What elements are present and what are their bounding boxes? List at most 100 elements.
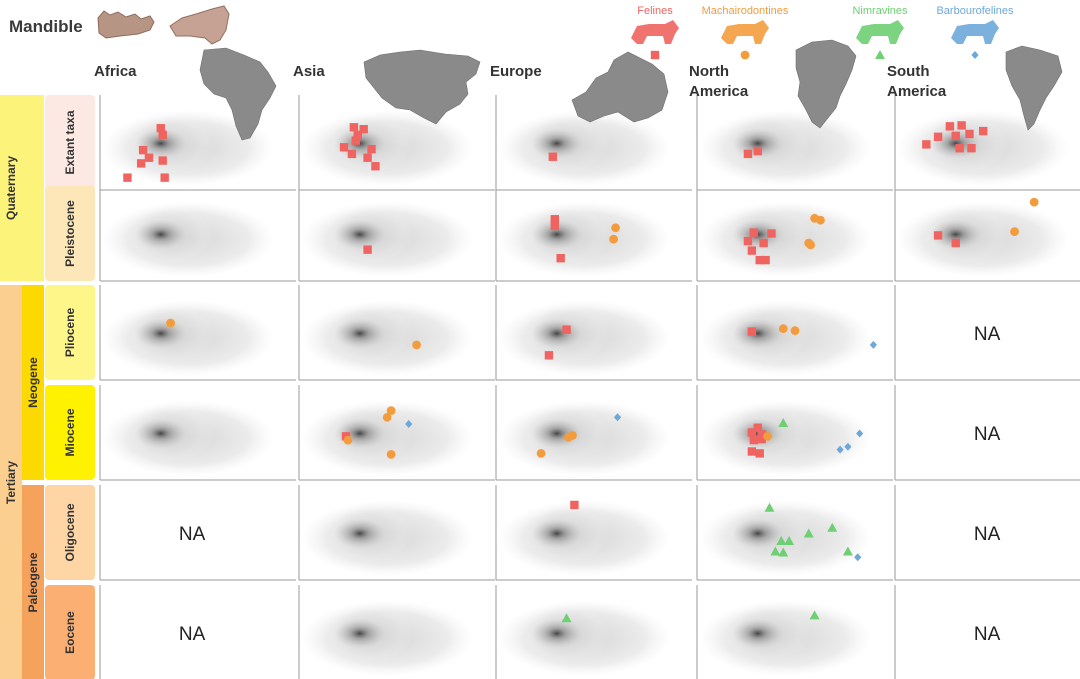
point-felines: [955, 144, 964, 153]
point-felines: [979, 126, 988, 136]
point-felines: [747, 447, 757, 456]
panel-pleistocene-north-america: [696, 186, 893, 282]
period-label-quaternary: Quaternary: [4, 156, 18, 220]
density-cloud: [698, 110, 872, 187]
point-nimravines: [809, 610, 820, 620]
point-felines: [757, 430, 766, 439]
panel-miocene-asia: [298, 385, 495, 481]
density-cloud: [698, 600, 872, 677]
point-barbourofelines: [856, 429, 864, 438]
point-felines: [371, 162, 380, 171]
density-cloud: [698, 300, 872, 377]
panel-pliocene-europe: [495, 285, 692, 381]
point-nimravines: [842, 546, 853, 556]
point-felines: [550, 215, 559, 224]
panel-pleistocene-asia: [298, 186, 495, 282]
panel-pleistocene-africa: [99, 186, 296, 282]
point-felines: [767, 229, 776, 238]
point-nimravines: [778, 418, 789, 427]
point-machairodontines: [412, 340, 421, 350]
point-felines: [757, 434, 766, 444]
density-cloud: [300, 201, 474, 278]
panel-pliocene-asia: [298, 285, 495, 381]
point-nimravines: [778, 547, 789, 557]
sabertooth-silhouette-icon: [721, 20, 769, 44]
point-nimravines: [776, 536, 787, 546]
point-felines: [138, 145, 148, 155]
point-felines: [351, 136, 361, 145]
point-felines: [556, 254, 565, 263]
legend-entry-barbourofelines: Barbourofelines: [936, 5, 1014, 59]
density-cloud: [101, 300, 275, 377]
point-felines: [945, 122, 955, 131]
density-cloud: [300, 600, 474, 677]
period-label-tertiary: Tertiary: [4, 461, 18, 504]
point-machairodontines: [386, 449, 396, 459]
point-felines: [747, 246, 757, 255]
point-felines: [359, 125, 368, 134]
period-bar-quaternary: [0, 95, 22, 281]
age-label-eocene: Eocene: [63, 611, 77, 654]
asia-map-icon: [363, 49, 481, 125]
density-cloud: [497, 600, 671, 677]
panel-extant-taxa-south-america: [894, 95, 1080, 191]
panel-extant-taxa-north-america: [696, 95, 893, 191]
point-machairodontines: [790, 326, 800, 335]
point-machairodontines: [1029, 197, 1039, 207]
point-felines: [136, 159, 146, 168]
panel-na-label: NA: [179, 624, 206, 645]
region-label-north-america: North America: [689, 63, 749, 100]
legend-marker-felines: [650, 50, 660, 60]
density-cloud: [101, 400, 275, 477]
point-nimravines: [764, 502, 775, 512]
point-felines: [922, 140, 931, 149]
panel-oligocene-africa: NA: [99, 485, 296, 581]
legend-label-felines: Felines: [637, 5, 673, 17]
age-label-pleistocene: Pleistocene: [63, 200, 77, 267]
panel-na-label: NA: [179, 524, 206, 545]
panel-na-label: NA: [974, 424, 1001, 445]
density-cloud: [896, 201, 1070, 278]
panel-miocene-africa: [99, 385, 296, 481]
africa-map-icon: [199, 47, 277, 141]
region-label-asia: Asia: [293, 63, 325, 80]
south-america-map-icon: [1005, 45, 1063, 131]
point-machairodontines: [536, 449, 546, 458]
legend-label-machairodontines: Machairodontines: [702, 5, 789, 17]
panel-eocene-europe: [495, 585, 671, 679]
density-cloud: [497, 400, 671, 477]
point-felines: [160, 173, 169, 182]
point-felines: [753, 146, 762, 156]
epoch-bar-paleogene: [22, 485, 44, 679]
point-felines: [755, 449, 764, 458]
legend-label-nimravines: Nimravines: [852, 5, 908, 17]
quaternary-bar-extension: [22, 95, 44, 281]
point-nimravines: [561, 613, 572, 623]
panel-eocene-africa: NA: [99, 585, 206, 679]
period-bar-tertiary: [0, 285, 22, 679]
panel-na-label: NA: [974, 524, 1001, 545]
region-label-europe: Europe: [490, 63, 542, 80]
mandible-lateral-image: [97, 10, 155, 39]
point-machairodontines: [386, 406, 396, 416]
point-machairodontines: [343, 435, 353, 445]
point-felines: [743, 236, 753, 246]
point-machairodontines: [778, 324, 788, 334]
panel-oligocene-europe: [495, 485, 692, 581]
mandible-oblique-image: [169, 5, 230, 45]
point-machairodontines: [806, 240, 816, 250]
point-felines: [562, 325, 571, 334]
age-label-miocene: Miocene: [63, 408, 77, 456]
point-barbourofelines: [405, 419, 413, 428]
point-felines: [761, 255, 770, 265]
point-felines: [747, 428, 757, 437]
point-barbourofelines: [613, 413, 622, 422]
point-barbourofelines: [854, 553, 862, 562]
panel-eocene-asia: [298, 585, 474, 679]
point-felines: [363, 153, 372, 162]
panel-miocene-europe: [495, 385, 692, 481]
point-felines: [747, 327, 757, 336]
point-machairodontines: [382, 412, 392, 422]
panel-pleistocene-south-america: [894, 186, 1080, 282]
